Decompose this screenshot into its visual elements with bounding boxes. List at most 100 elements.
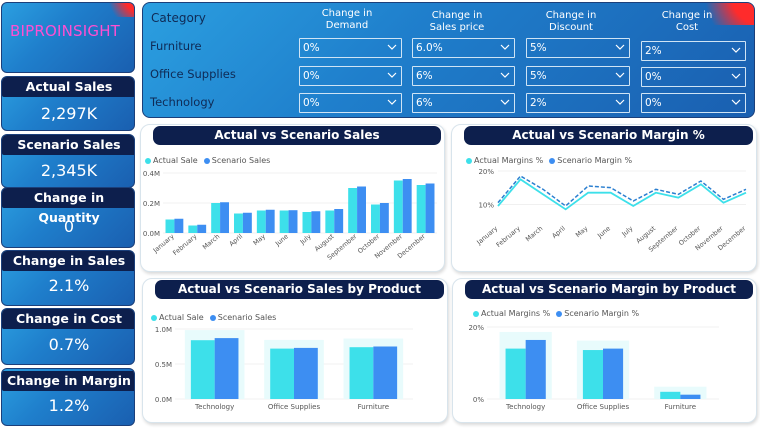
bar-scenario <box>294 347 318 399</box>
line-actual-margin <box>497 178 747 211</box>
x-tick-label: Office Supplies <box>268 403 321 411</box>
x-tick-label: June <box>595 224 612 240</box>
bar-scenario <box>373 346 398 399</box>
select-value: 6.0% <box>416 42 443 54</box>
legend-dot-icon <box>556 310 563 317</box>
logo-red-accent <box>102 3 134 17</box>
bar-scenario <box>197 224 207 233</box>
column-header-sales-price: Change in Sales price <box>429 10 485 33</box>
y-tick-label: 0.0M <box>143 230 160 238</box>
x-tick-label: March <box>524 224 544 243</box>
select-value: 0% <box>645 71 662 83</box>
furniture-cost-select[interactable]: 2% <box>641 41 746 61</box>
bar-scenario <box>525 339 546 399</box>
kpi-label: Change in Quantity <box>2 188 134 225</box>
y-tick-label: 20% <box>468 324 484 332</box>
bar-actual <box>302 212 312 233</box>
legend-item: Actual Margins % <box>466 156 543 165</box>
chevron-down-icon <box>387 72 397 78</box>
bar-actual <box>348 188 358 233</box>
line-scenario-margin <box>497 175 747 207</box>
furniture-demand-select[interactable]: 0% <box>299 38 402 58</box>
category-row-technology: Technology <box>150 95 215 109</box>
y-tick-label: 10% <box>478 201 494 209</box>
x-tick-label: February <box>495 224 522 249</box>
legend-label: Actual Margins % <box>474 156 544 165</box>
x-tick-label: Office Supplies <box>577 403 630 411</box>
category-row-furniture: Furniture <box>150 39 202 53</box>
chart-title: Actual vs Scenario Margin % <box>464 126 753 145</box>
bar-actual <box>279 210 289 233</box>
kpi-scenario-sales: Scenario Sales 2,345K <box>1 134 135 188</box>
legend-label: Scenario Sales <box>211 156 271 165</box>
chart-title: Actual vs Scenario Sales by Product <box>155 280 444 299</box>
select-value: 6% <box>416 97 433 109</box>
x-tick-label: February <box>171 232 198 257</box>
chevron-down-icon <box>731 73 741 79</box>
legend-item: Actual Sale <box>151 313 204 322</box>
sales-by-product-chart: 0.0M 0.5M 1.0M Technology Office Supplies Fur… <box>155 326 413 411</box>
kpi-value: 1.2% <box>48 396 90 415</box>
legend-label: Actual Sale <box>159 313 204 322</box>
x-tick-label: March <box>201 232 221 251</box>
x-tick-label: Furniture <box>665 403 696 411</box>
select-value: 0% <box>303 42 320 54</box>
legend-dot-icon <box>203 157 210 164</box>
x-tick-label: May <box>574 224 590 239</box>
technology-demand-select[interactable]: 0% <box>299 93 402 113</box>
chevron-down-icon <box>615 99 625 105</box>
chart-legend: Actual Margins % Scenario Margin % <box>466 156 632 165</box>
legend-dot-icon <box>145 157 151 164</box>
bar-actual <box>256 210 266 233</box>
y-tick-label: 0.5M <box>155 361 172 369</box>
legend-item: Scenario Sales <box>209 313 276 322</box>
legend-item: Scenario Sales <box>203 156 271 165</box>
bar-scenario <box>311 211 321 233</box>
chart-legend: Actual Margins % Scenario Margin % <box>473 309 639 318</box>
column-header-cost: Change in Cost <box>661 10 713 33</box>
margin-by-product-chart: 0% 20% Technology Office Supplies Furniture <box>468 324 719 411</box>
y-tick-label: 20% <box>478 168 494 176</box>
bar-actual <box>270 348 294 399</box>
kpi-label: Change in Cost <box>2 309 134 329</box>
legend-label: Scenario Margin % <box>557 156 633 165</box>
bar-scenario <box>174 218 184 233</box>
chart-title: Actual vs Scenario Margin by Product <box>465 280 753 299</box>
bar-scenario <box>334 209 344 233</box>
office-supplies-sales-price-select[interactable]: 6% <box>412 66 515 86</box>
furniture-sales-price-select[interactable]: 6.0% <box>412 38 515 58</box>
y-tick-label: 0.0M <box>155 396 172 404</box>
kpi-actual-sales: Actual Sales 2,297K <box>1 76 135 131</box>
select-value: 5% <box>530 42 547 54</box>
margin-by-product-panel: Actual vs Scenario Margin by Product Act… <box>452 278 757 423</box>
chart-legend: Actual Sale Scenario Sales <box>145 156 270 165</box>
legend-dot-icon <box>466 157 472 164</box>
office-supplies-cost-select[interactable]: 0% <box>641 67 746 87</box>
furniture-discount-select[interactable]: 5% <box>526 38 630 58</box>
bar-scenario <box>265 209 275 233</box>
chevron-down-icon <box>500 72 510 78</box>
bar-actual <box>188 225 198 233</box>
legend-dot-icon <box>473 310 479 317</box>
chart-legend: Actual Sale Scenario Sales <box>151 313 276 322</box>
bar-scenario <box>402 179 412 233</box>
technology-sales-price-select[interactable]: 6% <box>412 93 515 113</box>
bar-scenario <box>214 338 239 399</box>
x-tick-label: Furniture <box>358 403 389 411</box>
office-supplies-demand-select[interactable]: 0% <box>299 66 402 86</box>
y-tick-label: 0.2M <box>143 200 160 208</box>
chevron-down-icon <box>387 44 397 50</box>
technology-discount-select[interactable]: 2% <box>526 93 630 113</box>
kpi-change-sales: Change in Sales 2.1% <box>1 250 135 306</box>
sales-by-month-panel: Actual vs Scenario Sales Actual Sale Sce… <box>140 124 445 272</box>
chevron-down-icon <box>615 72 625 78</box>
bar-actual <box>325 210 335 233</box>
office-supplies-discount-select[interactable]: 5% <box>526 66 630 86</box>
select-value: 6% <box>416 70 433 82</box>
filter-red-accent <box>692 3 754 25</box>
x-tick-label: July <box>620 224 635 238</box>
technology-cost-select[interactable]: 0% <box>641 93 746 113</box>
kpi-value: 0 <box>63 217 75 236</box>
legend-item: Scenario Margin % <box>556 309 639 318</box>
